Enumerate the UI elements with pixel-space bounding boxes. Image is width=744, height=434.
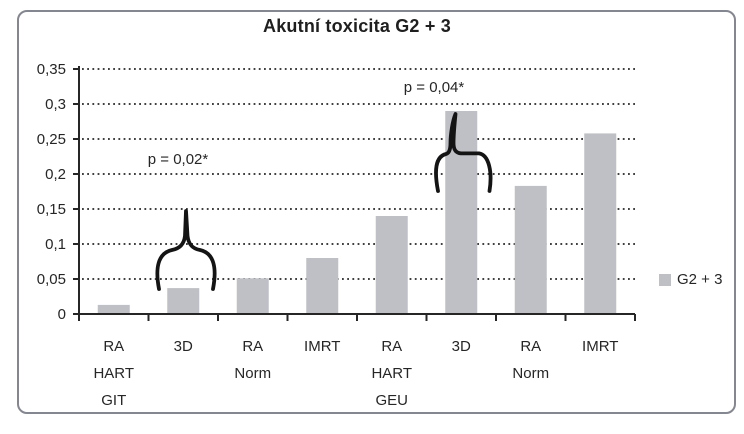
significance-brace-right — [434, 112, 493, 193]
y-tick-label: 0,2 — [45, 166, 66, 183]
x-category-label: 3D — [452, 338, 471, 355]
bar — [584, 133, 617, 314]
y-tick-label: 0,1 — [45, 236, 66, 253]
x-category-label: 3D — [174, 338, 193, 355]
bar — [514, 185, 547, 314]
y-tick-label: 0,35 — [37, 61, 66, 78]
legend-swatch — [659, 273, 671, 286]
y-tick-label: 0,3 — [45, 96, 66, 113]
bar — [97, 304, 130, 314]
y-tick-label: 0,05 — [37, 271, 66, 288]
bar — [375, 216, 408, 314]
x-category-label: RA HART GIT — [93, 338, 134, 409]
p-value-annotation-right: p = 0,04* — [404, 79, 465, 96]
p-value-annotation-left: p = 0,02* — [148, 151, 209, 168]
legend-label: G2 + 3 — [677, 271, 723, 288]
x-category-label: RA Norm — [234, 338, 271, 382]
bar — [236, 278, 269, 314]
x-category-label: RA HART GEU — [371, 338, 412, 409]
significance-brace-left — [155, 209, 217, 291]
bar — [306, 258, 339, 314]
y-tick-label: 0,25 — [37, 131, 66, 148]
chart-title: Akutní toxicita G2 + 3 — [263, 16, 451, 36]
x-category-label: IMRT — [582, 338, 618, 355]
x-category-label: IMRT — [304, 338, 340, 355]
y-tick-label: 0 — [58, 306, 66, 323]
bar — [167, 288, 200, 314]
legend: G2 + 3 — [659, 271, 722, 288]
x-category-label: RA Norm — [512, 338, 549, 382]
y-tick-label: 0,15 — [37, 201, 66, 218]
